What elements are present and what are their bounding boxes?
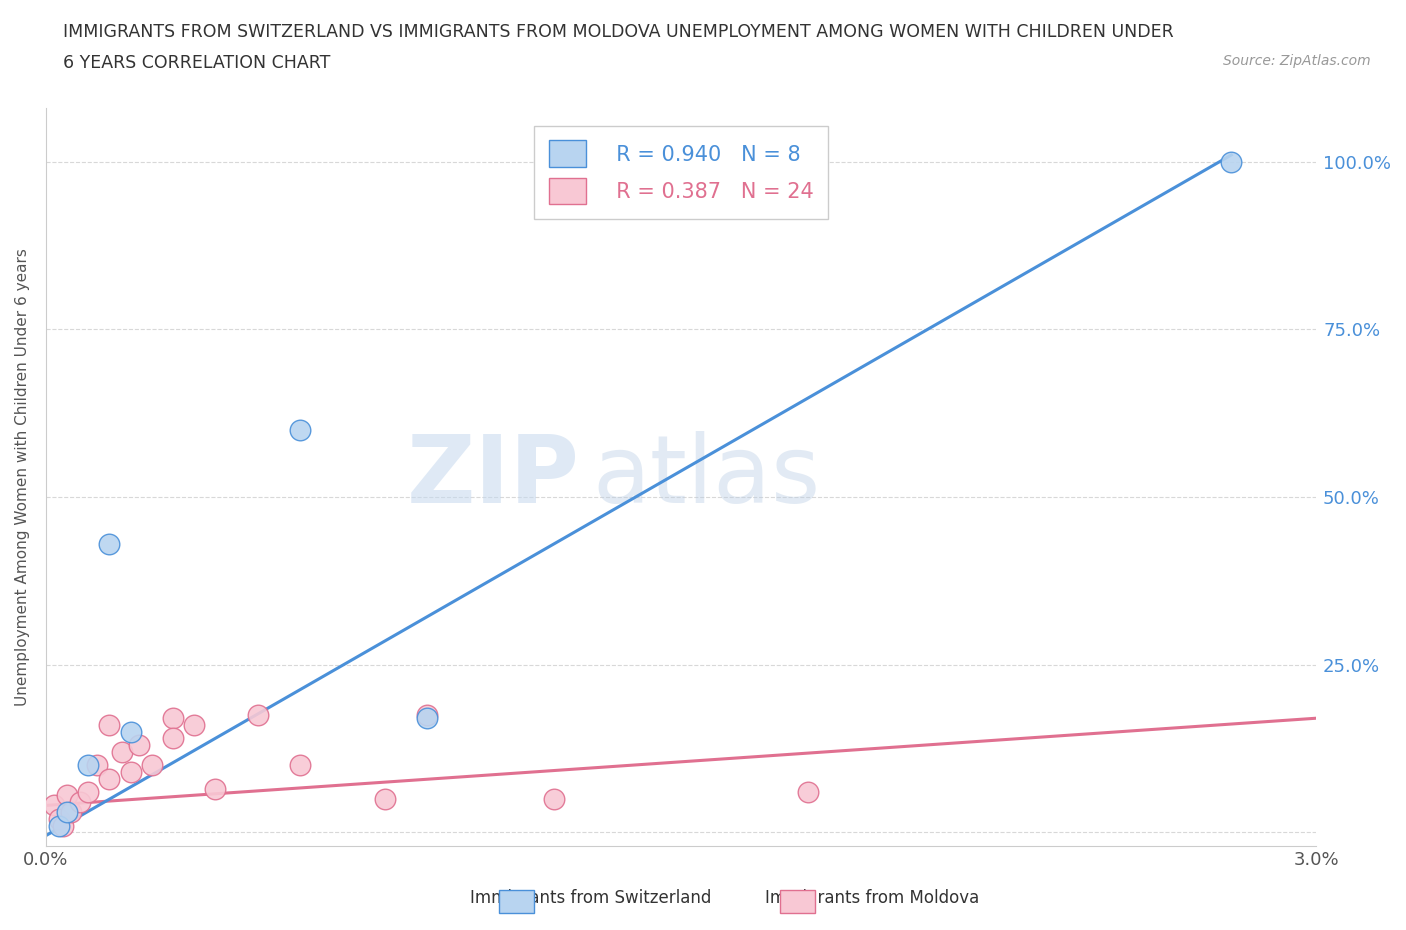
Point (374, 791, 396, 806)
Text: IMMIGRANTS FROM SWITZERLAND VS IMMIGRANTS FROM MOLDOVA UNEMPLOYMENT AMONG WOMEN : IMMIGRANTS FROM SWITZERLAND VS IMMIGRANT… (63, 23, 1174, 41)
Point (288, 758, 311, 773)
Point (416, 708, 439, 723)
Point (246, 708, 269, 723)
Point (183, 717, 205, 732)
Text: Source: ZipAtlas.com: Source: ZipAtlas.com (1223, 54, 1371, 68)
Point (44, 798, 66, 813)
Point (162, 731, 184, 746)
Point (204, 781, 226, 796)
Point (120, 724, 142, 739)
Point (56, 788, 79, 803)
Point (48, 811, 70, 826)
Point (120, 764, 142, 779)
Text: ZIP: ZIP (406, 431, 579, 523)
Point (128, 737, 150, 752)
Point (86, 758, 108, 773)
Point (111, 744, 134, 759)
Point (141, 758, 163, 773)
Point (48, 818, 70, 833)
Text: Immigrants from Switzerland: Immigrants from Switzerland (470, 889, 711, 907)
Point (797, 785, 820, 800)
Point (77, 785, 100, 800)
Point (56, 804, 79, 819)
Legend:   R = 0.940   N = 8,   R = 0.387   N = 24: R = 0.940 N = 8, R = 0.387 N = 24 (534, 126, 828, 219)
Point (288, 422, 311, 437)
Point (98, 717, 121, 732)
Point (60, 804, 83, 819)
Point (98, 771, 121, 786)
Point (543, 791, 565, 806)
Point (52, 818, 75, 833)
Text: 6 YEARS CORRELATION CHART: 6 YEARS CORRELATION CHART (63, 54, 330, 72)
Y-axis label: Unemployment Among Women with Children Under 6 years: Unemployment Among Women with Children U… (15, 248, 30, 706)
Text: Immigrants from Moldova: Immigrants from Moldova (765, 889, 979, 907)
Point (416, 711, 439, 725)
Point (162, 711, 184, 725)
Point (69, 794, 91, 809)
Point (98, 537, 121, 551)
Point (77, 758, 100, 773)
Text: atlas: atlas (592, 431, 820, 523)
Point (1220, 154, 1243, 169)
